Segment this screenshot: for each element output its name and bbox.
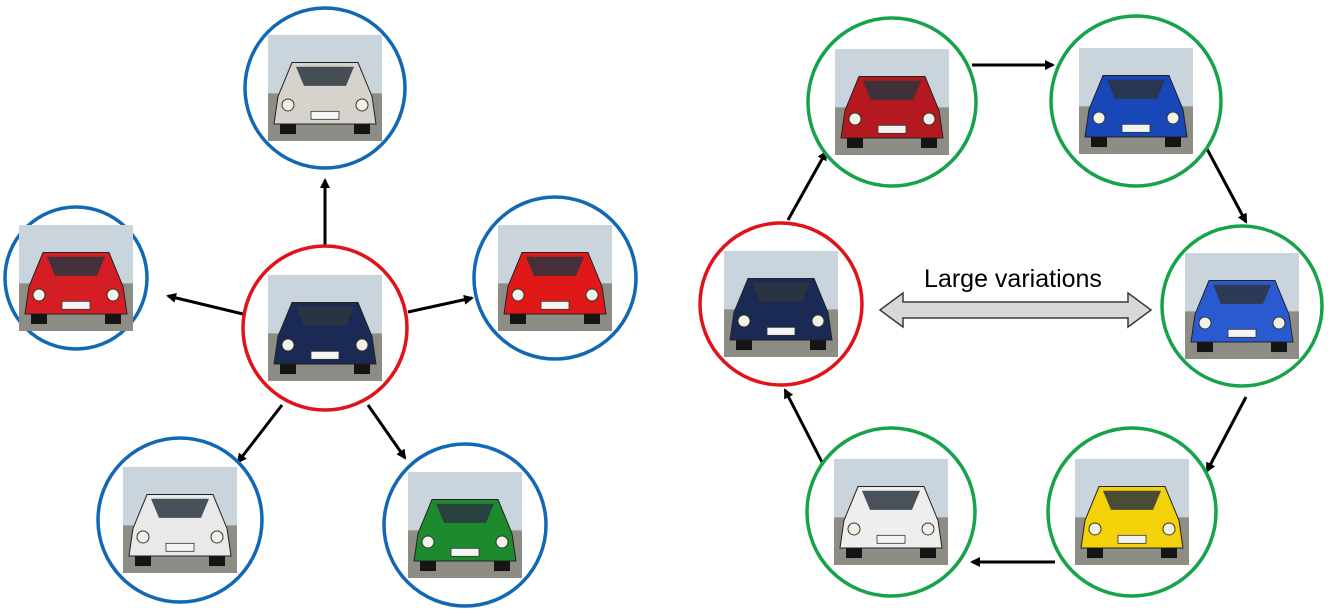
ferrari-white-photo [268, 35, 382, 141]
rally-green-node [382, 442, 548, 608]
nissan-blue-photo [1185, 253, 1299, 359]
arrow-to-lotus-yellow [1205, 396, 1248, 473]
ferrari-white-node [243, 6, 407, 170]
saab-rally-red-node [806, 16, 978, 188]
citroen-rally-node [3, 205, 149, 351]
mercedes-sedan-photo [268, 275, 382, 381]
arrow-to-mercedes-sedan [783, 388, 827, 469]
nissan-blue-node [1160, 224, 1324, 388]
right-diagram [698, 14, 1324, 598]
arrow-to-saab-white [236, 404, 284, 464]
rally-green-photo [408, 472, 522, 578]
double-arrow [878, 291, 1153, 329]
arrow-to-ferrari-red [407, 294, 474, 314]
arrow-to-rally-green [366, 404, 407, 460]
lotus-yellow-photo [1075, 459, 1189, 565]
saab-white-node [96, 436, 264, 604]
citroen-rally-photo [19, 225, 133, 331]
left-diagram [3, 6, 638, 608]
arrow-to-citroen-rally [166, 293, 244, 316]
variation-annotation: Large variations [878, 265, 1153, 329]
large-variations-label: Large variations [924, 265, 1102, 293]
mercedes-sedan-node [241, 244, 409, 412]
arrow-to-saab-rally-red [786, 150, 828, 221]
saab-white-photo [123, 467, 237, 573]
race-car-blue-photo [1079, 48, 1193, 154]
race-car-blue-node [1049, 14, 1223, 188]
saab-rally-red-photo [835, 49, 949, 155]
mercedes-sedan-anchor-node [698, 221, 864, 387]
lotus-yellow-node [1046, 426, 1218, 598]
ferrari-red-photo [498, 225, 612, 331]
mercedes-sedan-anchor-photo [724, 251, 838, 357]
land-rover-white-node [805, 426, 977, 598]
arrow-to-nissan-blue [1204, 146, 1248, 224]
land-rover-white-photo [834, 459, 948, 565]
ferrari-red-node [472, 195, 638, 361]
